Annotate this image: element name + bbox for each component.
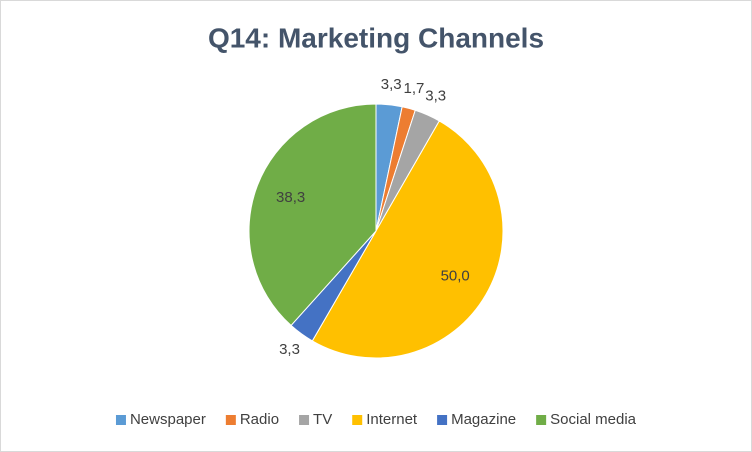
legend-label: Radio bbox=[240, 411, 279, 428]
legend-label: Newspaper bbox=[130, 411, 206, 428]
data-label: 1,7 bbox=[404, 80, 425, 97]
legend-swatch bbox=[299, 415, 310, 425]
legend: Newspaper Radio TV Internet Magazine Social m… bbox=[115, 411, 637, 428]
legend-swatch bbox=[437, 415, 448, 425]
chart-title: Q14: Marketing Channels bbox=[208, 22, 544, 53]
pie-slice bbox=[248, 103, 377, 327]
data-label: 3,3 bbox=[279, 341, 300, 358]
legend-swatch bbox=[536, 415, 547, 425]
pie-slice bbox=[311, 120, 504, 359]
legend-label: Magazine bbox=[451, 411, 516, 428]
data-label: 3,3 bbox=[381, 76, 402, 93]
data-label: 38,3 bbox=[276, 189, 305, 206]
legend-swatch bbox=[352, 415, 363, 425]
data-label: 3,3 bbox=[425, 88, 446, 105]
data-label: 50,0 bbox=[441, 268, 470, 285]
legend-label: Internet bbox=[366, 411, 418, 428]
legend-label: TV bbox=[313, 411, 332, 428]
legend-label: Social media bbox=[550, 411, 637, 428]
legend-swatch bbox=[225, 415, 236, 425]
legend-swatch bbox=[115, 415, 126, 425]
